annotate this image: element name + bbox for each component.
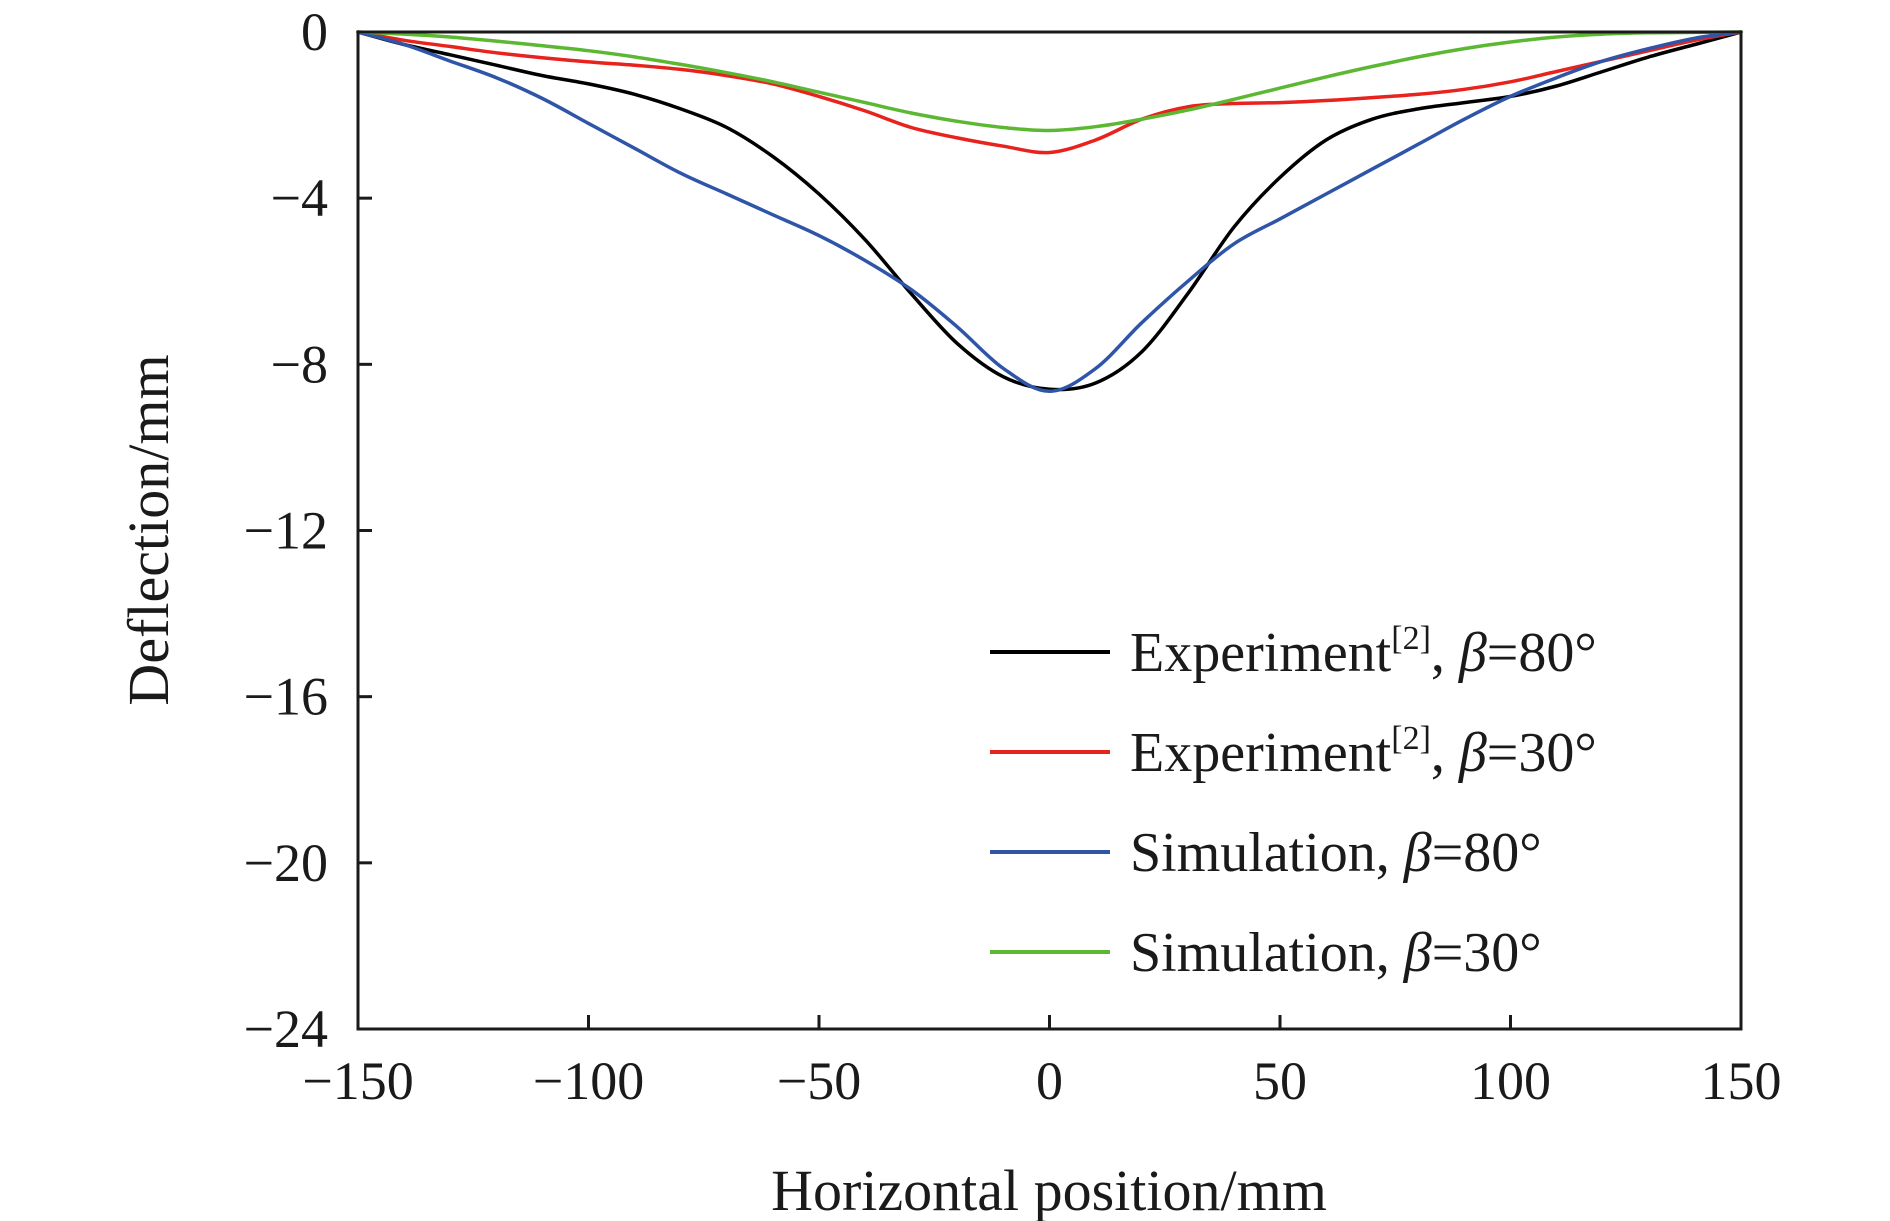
- y-axis-title: Deflection/mm: [116, 354, 181, 705]
- y-tick-label: −4: [271, 168, 328, 228]
- legend-label-symbol: β: [1403, 922, 1432, 984]
- legend-label: Experiment[2], β=30°: [1130, 720, 1597, 784]
- x-tick-label: 0: [1036, 1051, 1063, 1111]
- y-tick-label: 0: [301, 2, 328, 62]
- x-tick-label: −100: [533, 1051, 644, 1111]
- legend-label-base: Simulation: [1130, 922, 1376, 984]
- legend-label-sep: ,: [1376, 822, 1404, 884]
- legend-label-sep: ,: [1431, 722, 1459, 784]
- legend-label-sup: [2]: [1391, 620, 1431, 657]
- y-tick-label: −8: [271, 334, 328, 394]
- x-tick-label: −150: [302, 1051, 413, 1111]
- series-line-simulation-30: [356, 30, 1743, 133]
- legend-label-value: =30°: [1487, 722, 1597, 784]
- y-tick-label: −12: [244, 501, 328, 561]
- legend-label-sep: ,: [1376, 922, 1404, 984]
- legend-label-sep: ,: [1431, 622, 1459, 684]
- x-axis: −150 −100 −50 0 50 100 150: [302, 1015, 1782, 1111]
- series-line-experiment-2-30: [356, 30, 1743, 155]
- x-axis-title: Horizontal position/mm: [771, 1158, 1327, 1221]
- x-tick-label: 50: [1253, 1051, 1307, 1111]
- legend-label-sup: [2]: [1391, 720, 1431, 757]
- series-line-simulation-80: [356, 30, 1743, 394]
- legend: Experiment[2], β=80°Experiment[2], β=30°…: [990, 620, 1597, 984]
- x-tick-label: −50: [777, 1051, 861, 1111]
- y-tick-label: −24: [244, 999, 328, 1059]
- legend-label: Simulation, β=30°: [1130, 922, 1542, 984]
- legend-label-value: =80°: [1487, 622, 1597, 684]
- x-tick-label: 100: [1470, 1051, 1551, 1111]
- y-tick-label: −16: [244, 667, 328, 727]
- y-tick-label: −20: [244, 833, 328, 893]
- legend-label-base: Experiment: [1130, 622, 1392, 684]
- legend-label-base: Experiment: [1130, 722, 1392, 784]
- legend-label-value: =30°: [1432, 922, 1542, 984]
- legend-label: Simulation, β=80°: [1130, 822, 1542, 884]
- legend-label-symbol: β: [1458, 722, 1487, 784]
- x-tick-label: 150: [1701, 1051, 1782, 1111]
- legend-label: Experiment[2], β=80°: [1130, 620, 1597, 684]
- y-axis: 0 −4 −8 −12 −16 −20 −24: [244, 2, 372, 1059]
- legend-label-value: =80°: [1432, 822, 1542, 884]
- legend-label-base: Simulation: [1130, 822, 1376, 884]
- series-group: [356, 30, 1743, 394]
- legend-label-symbol: β: [1458, 622, 1487, 684]
- legend-label-symbol: β: [1403, 822, 1432, 884]
